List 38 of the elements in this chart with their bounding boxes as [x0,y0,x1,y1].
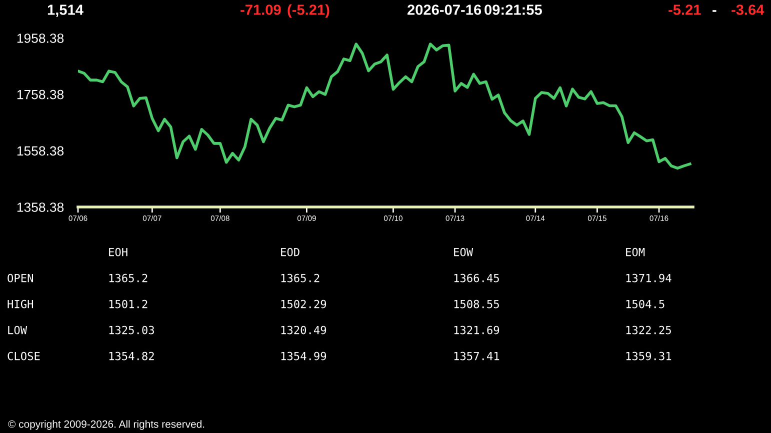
text: OPEN [8,274,34,282]
y-tick-label: 1958.38 [17,34,64,43]
text: 1365.2 [109,274,148,282]
text: -71.09 [240,4,281,15]
text: 2026-07-16 [408,4,482,15]
text: HIGH [8,300,34,308]
text: 1366.45 [454,274,499,282]
line-series [78,42,692,170]
text: 1357.41 [454,352,500,360]
text: 09:21:55 [484,4,542,15]
text: 1502.29 [281,300,326,308]
text: 1371.94 [626,274,672,282]
text: -5.21 [668,4,701,15]
text: 1508.55 [454,300,499,308]
y-tick-label: 1358.38 [17,202,64,212]
text: LOW [8,326,28,334]
text: 1,514 [48,4,84,18]
y-tick-label: 1758.38 [17,90,64,100]
text: 1504.5 [626,300,664,308]
text: EOD [281,248,300,256]
text: CLOSE [8,352,40,360]
text: 1501.2 [109,300,148,308]
text: 1354.99 [281,352,326,360]
text: 1354.82 [109,352,154,360]
y-tick-label: 1558.38 [17,146,64,156]
text: -3.64 [732,4,764,15]
text: EOH [109,248,128,256]
text: 1321.69 [454,326,500,334]
text: EOM [626,248,645,256]
text: - [712,10,716,12]
text: 1322.25 [626,326,671,334]
text: 1359.31 [626,352,672,360]
text: EOW [454,248,474,256]
text: © copyright 2009-2026. All rights reserved. [8,420,204,430]
text: 1365.2 [281,274,320,282]
text: 1325.03 [109,326,154,334]
text: (-5.21) [288,4,330,18]
text: 1320.49 [281,326,326,334]
